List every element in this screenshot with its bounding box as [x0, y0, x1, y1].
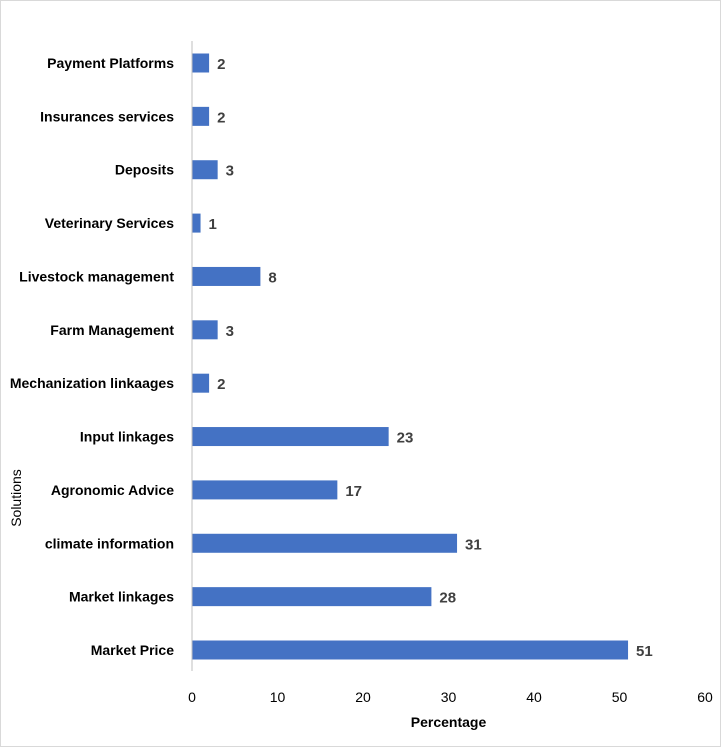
category-label-insurances-services: Insurances services: [40, 108, 174, 124]
category-label-payment-platforms: Payment Platforms: [47, 55, 174, 71]
category-label-input-linkages: Input linkages: [80, 429, 174, 445]
data-label-farm-management: 3: [226, 323, 234, 340]
bar-agronomic-advice: [192, 480, 338, 500]
bar-input-linkages: [192, 427, 389, 447]
data-label-input-linkages: 23: [397, 430, 414, 447]
data-label-agronomic-advice: 17: [345, 483, 362, 500]
bar-farm-management: [192, 320, 218, 340]
data-label-market-price: 51: [636, 643, 653, 660]
x-tick-label: 50: [612, 689, 628, 705]
category-label-farm-management: Farm Management: [50, 322, 174, 338]
category-labels: Payment Platforms Insurances services Depo…: [10, 55, 175, 658]
data-label-deposits: 3: [226, 163, 234, 180]
x-tick-label: 10: [270, 689, 286, 705]
x-axis-ticks: 0 10 20 30 40 50 60: [188, 689, 713, 705]
category-label-veterinary-services: Veterinary Services: [45, 215, 174, 231]
bar-market-linkages: [192, 587, 432, 607]
x-tick-label: 30: [441, 689, 457, 705]
data-label-veterinary-services: 1: [209, 216, 217, 233]
bar-mechanization-linkaages: [192, 373, 210, 393]
category-label-agronomic-advice: Agronomic Advice: [51, 482, 174, 498]
data-label-insurances-services: 2: [217, 109, 225, 126]
x-axis-title: Percentage: [411, 714, 487, 730]
data-label-climate-information: 31: [465, 536, 482, 553]
bar-veterinary-services: [192, 213, 201, 233]
data-label-payment-platforms: 2: [217, 56, 225, 73]
bar-insurances-services: [192, 106, 210, 126]
data-label-market-linkages: 28: [439, 590, 456, 607]
category-label-market-price: Market Price: [91, 642, 174, 658]
data-label-livestock-management: 8: [268, 269, 276, 286]
bar-livestock-management: [192, 266, 261, 286]
y-axis-title: Solutions: [8, 469, 24, 527]
bar-deposits: [192, 160, 218, 180]
category-label-livestock-management: Livestock management: [19, 268, 174, 284]
x-tick-label: 20: [355, 689, 371, 705]
bar-climate-information: [192, 533, 458, 553]
x-tick-label: 40: [526, 689, 542, 705]
data-label-mechanization-linkaages: 2: [217, 376, 225, 393]
category-label-deposits: Deposits: [115, 162, 174, 178]
bar-payment-platforms: [192, 53, 210, 73]
category-label-mechanization-linkaages: Mechanization linkaages: [10, 375, 174, 391]
category-label-climate-information: climate information: [45, 535, 174, 551]
category-label-market-linkages: Market linkages: [69, 589, 174, 605]
x-tick-label: 0: [188, 689, 196, 705]
bar-market-price: [192, 640, 629, 660]
bars-layer: [192, 53, 629, 660]
x-tick-label: 60: [697, 689, 713, 705]
